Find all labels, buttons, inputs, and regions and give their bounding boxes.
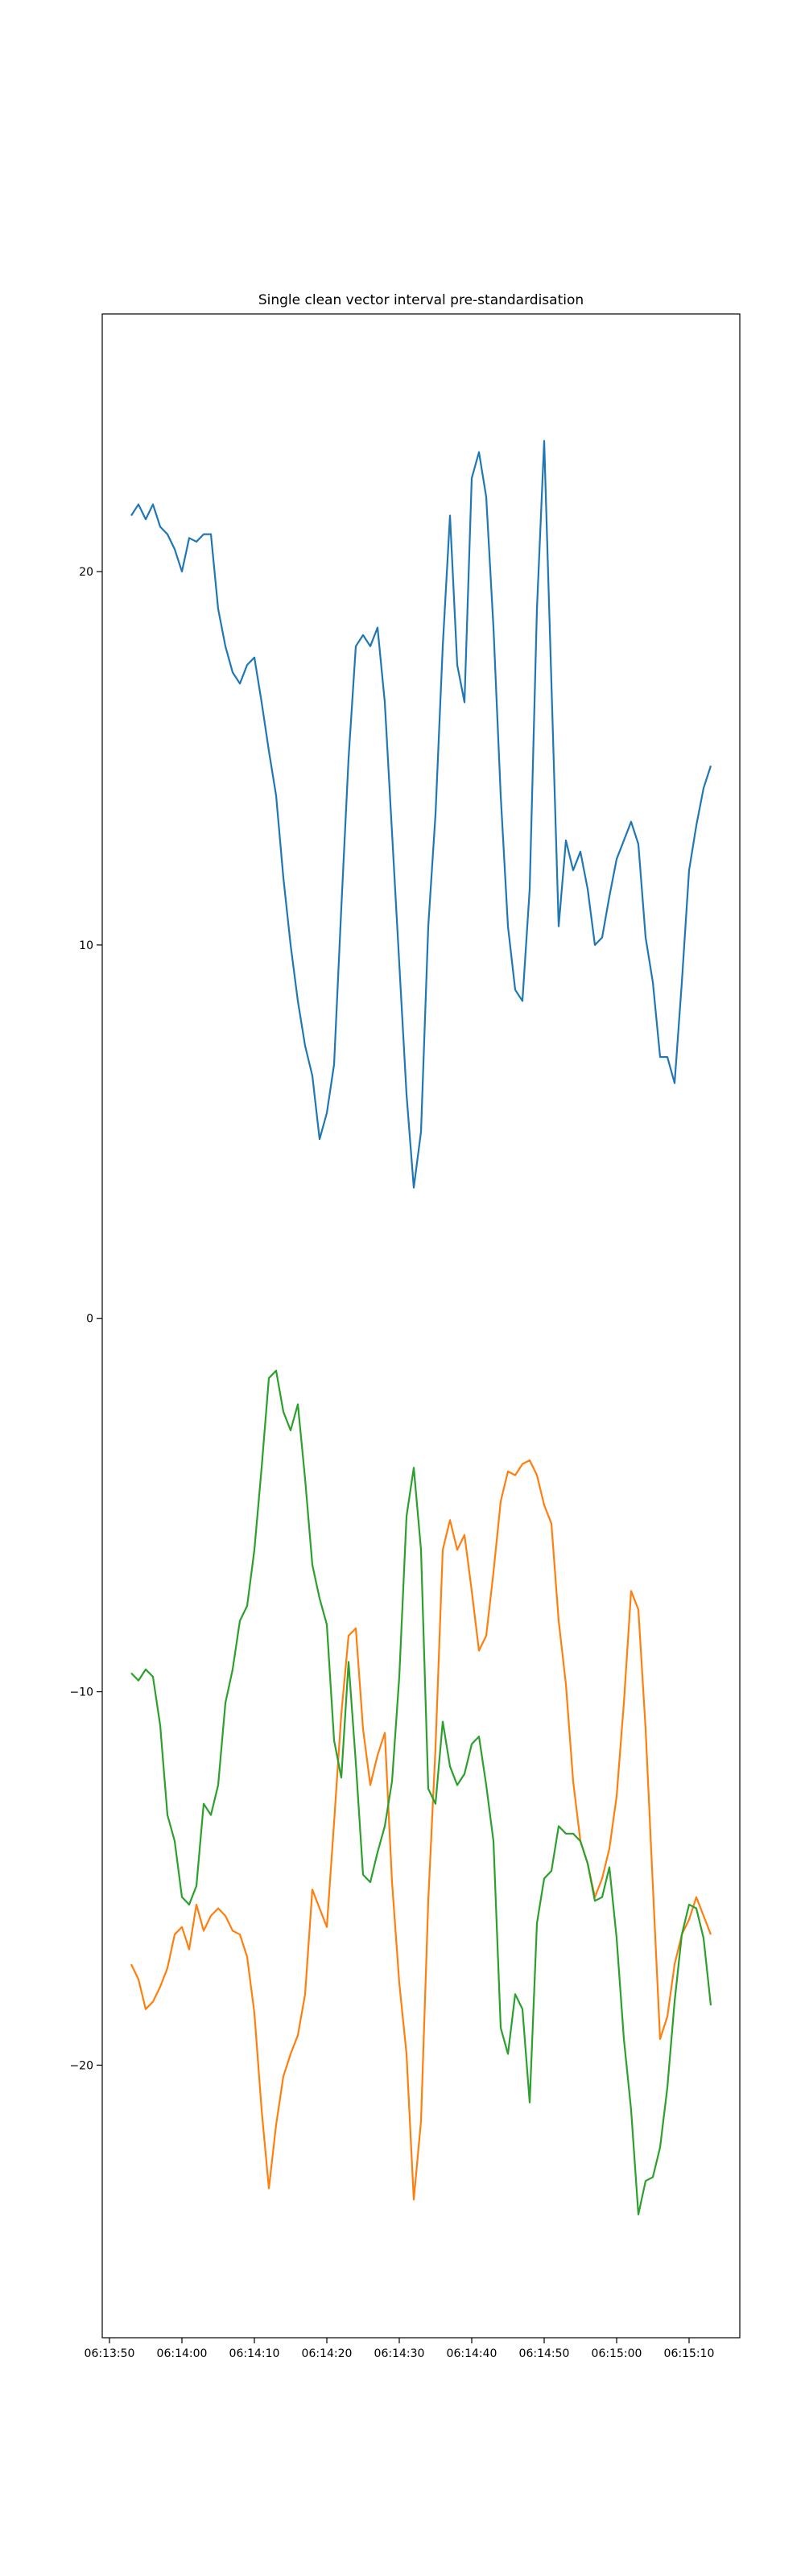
- x-tick-label: 06:14:00: [157, 2347, 208, 2360]
- x-tick-label: 06:14:10: [229, 2347, 280, 2360]
- y-tick-label: −10: [69, 1686, 93, 1699]
- x-tick-label: 06:14:30: [374, 2347, 425, 2360]
- x-tick-label: 06:14:50: [519, 2347, 570, 2360]
- x-tick-label: 06:14:20: [302, 2347, 353, 2360]
- y-tick-label: 0: [86, 1313, 93, 1326]
- line-series: [130, 1369, 712, 2216]
- line-series: [130, 1459, 712, 2201]
- y-tick-label: 20: [79, 566, 93, 579]
- x-tick-label: 06:13:50: [85, 2347, 135, 2360]
- x-tick-label: 06:15:10: [664, 2347, 715, 2360]
- x-tick-label: 06:15:00: [592, 2347, 642, 2360]
- chart-title: Single clean vector interval pre-standar…: [258, 292, 584, 308]
- x-tick-label: 06:14:40: [447, 2347, 497, 2360]
- y-tick-label: −20: [69, 2059, 93, 2072]
- y-tick-label: 10: [79, 939, 93, 952]
- line-series: [130, 440, 712, 1189]
- plot-frame: [101, 313, 741, 2339]
